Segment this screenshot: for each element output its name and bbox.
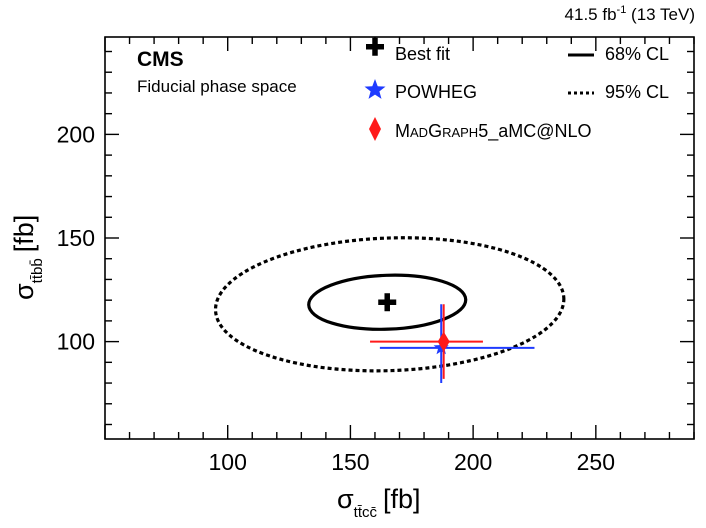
best-fit-marker	[378, 293, 397, 312]
x-axis: 100 150 200 250	[104, 37, 695, 475]
legend-madgraph-icon	[369, 117, 381, 141]
luminosity-label: 41.5 fb-1 (13 TeV)	[565, 4, 695, 24]
x-axis-title: σtt̄cc̄ [fb]	[337, 484, 421, 521]
x-tick-label: 100	[209, 449, 247, 475]
y-axis: 100 150 200	[57, 50, 694, 426]
x-tick-label: 150	[331, 449, 369, 475]
legend-best-fit-icon	[366, 37, 384, 56]
legend-best-fit-label: Best fit	[395, 44, 450, 64]
region-label: Fiducial phase space	[137, 77, 297, 96]
y-tick-label: 150	[57, 225, 95, 251]
madgraph-diamond-marker	[437, 331, 450, 352]
legend-madgraph-label: MADGRAPH5_aMC@NLO	[395, 121, 592, 142]
best-fit-v	[384, 293, 390, 312]
madgraph-point	[370, 304, 483, 379]
y-tick-label: 100	[57, 329, 95, 355]
y-tick-label: 200	[57, 121, 95, 147]
y-axis-title: σtt̄bb̄[fb]	[9, 215, 46, 300]
legend-powheg-label: POWHEG	[395, 82, 477, 102]
x-tick-label: 250	[577, 449, 615, 475]
x-tick-label: 200	[454, 449, 492, 475]
legend-68cl-label: 68% CL	[605, 44, 669, 64]
legend-95cl-label: 95% CL	[605, 82, 669, 102]
legend: Best fit POWHEG MADGRAPH5_aMC@NLO 68% CL…	[364, 37, 669, 142]
legend-powheg-icon	[364, 79, 386, 99]
powheg-point	[379, 304, 535, 384]
contour-95cl	[213, 236, 566, 373]
contour-68cl	[307, 273, 468, 331]
experiment-label: CMS	[137, 48, 184, 71]
